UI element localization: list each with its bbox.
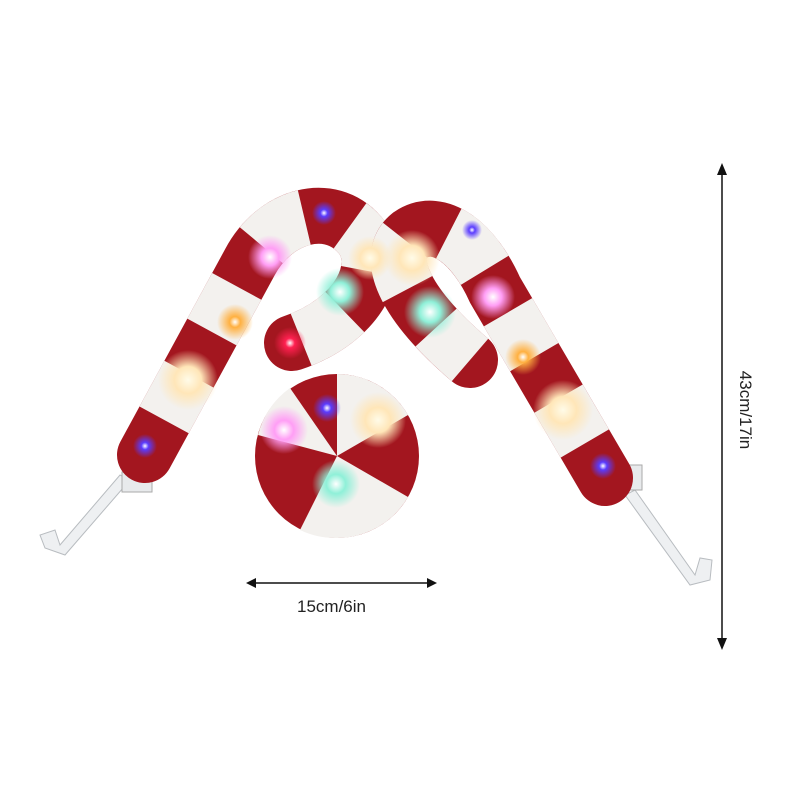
width-dimension-label: 15cm/6in	[297, 597, 366, 616]
height-dimension-arrow	[717, 163, 727, 650]
width-dimension-arrow	[246, 578, 437, 588]
right-hanger-bracket	[621, 464, 713, 586]
led-lights	[133, 201, 616, 508]
left-hanger-bracket	[39, 471, 153, 556]
height-dimension-label: 43cm/17in	[736, 370, 755, 450]
